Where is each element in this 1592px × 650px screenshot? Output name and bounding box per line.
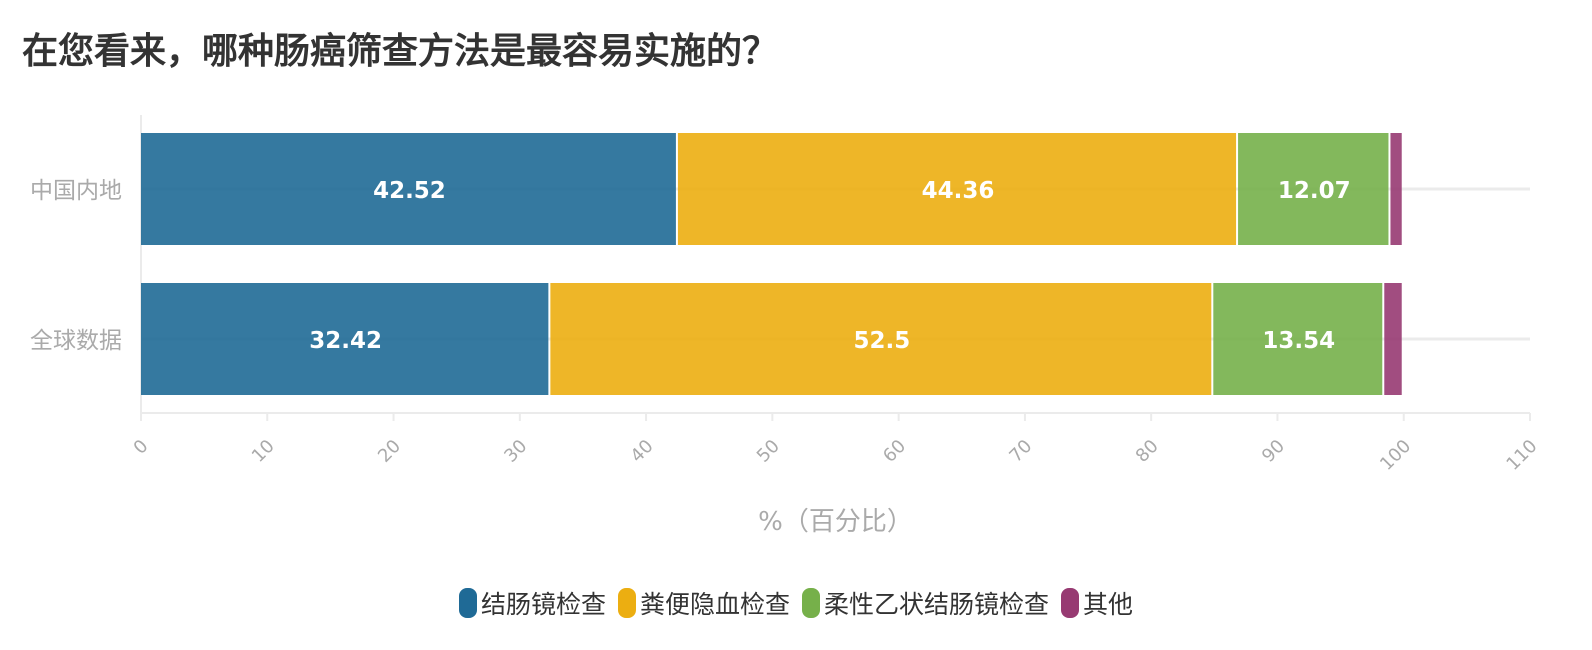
x-tick-label: 10 <box>248 436 279 467</box>
data-label: 13.54 <box>1262 328 1335 354</box>
legend-label: 结肠镜检查 <box>480 590 606 619</box>
data-label: 52.5 <box>853 328 910 354</box>
x-tick-label: 90 <box>1258 436 1289 467</box>
legend: 结肠镜检查 粪便隐血检查 柔性乙状结肠镜检查 其他 <box>0 585 1592 621</box>
legend-item[interactable]: 粪便隐血检查 <box>617 585 790 621</box>
x-tick-label: 110 <box>1502 436 1541 475</box>
legend-label: 柔性乙状结肠镜检查 <box>824 590 1050 619</box>
legend-swatch <box>802 588 820 618</box>
bar-segment <box>1390 133 1402 245</box>
legend-swatch <box>1061 588 1080 618</box>
chart-title: 在您看来，哪种肠癌筛查方法是最容易实施的？ <box>22 31 779 72</box>
data-label: 42.52 <box>373 178 446 204</box>
legend-item[interactable]: 结肠镜检查 <box>458 585 606 621</box>
bar-segment <box>677 133 1237 245</box>
legend-label: 粪便隐血检查 <box>639 590 790 619</box>
x-tick-label: 40 <box>627 436 658 467</box>
x-tick-label: 80 <box>1132 436 1163 467</box>
data-label: 44.36 <box>922 178 995 204</box>
bar-segment <box>141 133 676 245</box>
legend-swatch <box>458 588 477 618</box>
legend-item[interactable]: 其他 <box>1061 585 1133 621</box>
x-tick-label: 20 <box>374 436 405 467</box>
legend-item[interactable]: 柔性乙状结肠镜检查 <box>802 585 1049 621</box>
x-tick-label: 0 <box>130 436 153 459</box>
bar-segment <box>1238 133 1389 245</box>
bar-segment <box>1384 283 1402 395</box>
bar-segment <box>1213 283 1383 395</box>
bar-segment <box>141 283 549 395</box>
x-tick-label: 100 <box>1376 436 1415 475</box>
x-tick-label: 60 <box>879 436 910 467</box>
x-tick-label: 50 <box>753 436 784 467</box>
y-tick-label: 全球数据 <box>30 328 122 354</box>
legend-label: 其他 <box>1083 590 1134 619</box>
x-tick-label: 30 <box>500 436 531 467</box>
x-axis-label: %（百分比） <box>758 507 913 537</box>
data-label: 12.07 <box>1278 178 1351 204</box>
data-label: 32.42 <box>309 328 382 354</box>
legend-swatch <box>617 588 636 618</box>
x-tick-label: 70 <box>1005 436 1036 467</box>
y-tick-label: 中国内地 <box>30 178 122 204</box>
bar-segment <box>550 283 1212 395</box>
